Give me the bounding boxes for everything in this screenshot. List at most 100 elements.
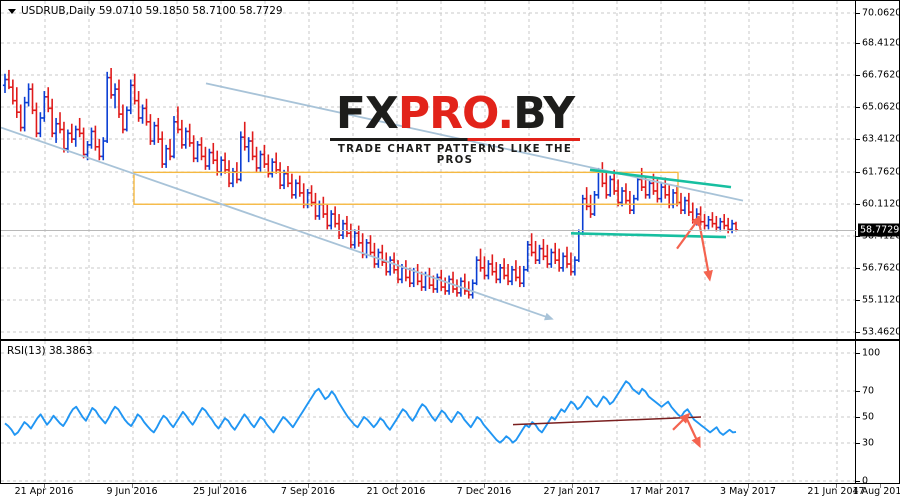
current-price-line xyxy=(1,229,856,231)
ohlc-bar xyxy=(517,265,522,288)
ohlc-bar xyxy=(329,210,334,230)
rsi-forecast-arrow-down xyxy=(685,416,701,449)
ohlc-bar xyxy=(160,131,165,168)
rsi-plot-area[interactable] xyxy=(1,341,856,483)
ohlc-bar xyxy=(474,256,479,286)
ohlc-bar xyxy=(372,242,377,268)
ohlc-bar xyxy=(572,256,577,276)
ohlc-bar xyxy=(105,71,110,143)
ohlc-bar xyxy=(627,190,632,215)
ohlc-bar xyxy=(419,271,424,291)
ohlc-bar xyxy=(38,112,43,138)
rsi-forecast-arrow-up xyxy=(672,412,691,431)
date-axis-tick xyxy=(572,484,573,488)
date-axis-label: 21 Oct 2016 xyxy=(366,486,426,497)
ohlc-bar xyxy=(490,254,495,276)
ohlc-bar xyxy=(588,194,593,218)
ohlc-bar xyxy=(97,139,102,161)
ohlc-bar xyxy=(352,229,357,249)
ohlc-bar xyxy=(10,79,15,105)
ohlc-bar xyxy=(250,131,255,161)
ohlc-bar xyxy=(486,260,491,280)
price-axis-tick xyxy=(856,139,860,140)
ohlc-bar xyxy=(356,225,361,247)
ohlc-bar xyxy=(553,242,558,265)
ohlc-bar xyxy=(505,264,511,286)
ohlc-bar xyxy=(77,117,82,138)
price-y-axis[interactable]: 70.0620 68.4120 66.7620 65.0620 63.4120 61.76… xyxy=(855,1,900,339)
ohlc-bar xyxy=(116,79,122,118)
ohlc-bar xyxy=(57,112,63,134)
date-axis-label: 7 Sep 2016 xyxy=(280,486,336,497)
ohlc-bar xyxy=(344,215,350,238)
date-axis-tick xyxy=(660,484,661,488)
date-axis-tick xyxy=(132,484,133,488)
ohlc-bar xyxy=(246,137,251,163)
date-axis-label: 3 May 2017 xyxy=(720,486,776,497)
ohlc-bar xyxy=(340,219,346,240)
ohlc-bar xyxy=(568,252,574,276)
ohlc-bar xyxy=(167,139,173,161)
ohlc-bar xyxy=(541,239,546,261)
ohlc-bar xyxy=(450,271,456,293)
rsi-annotations xyxy=(512,412,702,449)
ohlc-bar xyxy=(729,219,735,234)
ohlc-bar xyxy=(498,264,503,284)
price-axis-label: 53.4620 xyxy=(862,326,900,338)
ohlc-bar xyxy=(482,256,487,280)
rsi-axis-label: 30 xyxy=(862,437,875,449)
ohlc-bar xyxy=(702,214,707,230)
price-axis-label: 60.1120 xyxy=(862,198,900,210)
ohlc-bar xyxy=(109,67,114,99)
ohlc-bar xyxy=(18,104,23,132)
ohlc-bar xyxy=(274,152,279,174)
date-axis-tick xyxy=(44,484,45,488)
ohlc-bar xyxy=(686,192,691,216)
ohlc-bar xyxy=(152,121,157,145)
ohlc-bar xyxy=(623,183,629,205)
ohlc-bar xyxy=(14,87,19,118)
ohlc-bar xyxy=(533,240,538,265)
price-axis-tick xyxy=(856,43,860,44)
ohlc-bar xyxy=(144,98,149,126)
descending-channel-lower xyxy=(1,126,554,321)
wedge-lower-teal xyxy=(570,231,727,239)
price-plot-area[interactable] xyxy=(1,1,856,339)
ohlc-bar xyxy=(564,246,570,268)
ohlc-bar xyxy=(462,273,467,295)
ohlc-bar xyxy=(140,104,145,124)
ohlc-bar xyxy=(615,179,621,207)
price-axis-label: 56.7620 xyxy=(862,262,900,274)
ohlc-bar xyxy=(278,162,283,190)
rsi-y-axis[interactable]: 100 70 50 30 0 xyxy=(855,341,899,487)
ohlc-bar xyxy=(513,260,519,282)
ohlc-bar xyxy=(663,177,668,199)
ohlc-bar xyxy=(93,125,98,151)
ohlc-bar xyxy=(336,214,342,240)
ohlc-bar xyxy=(69,123,74,143)
ohlc-bar xyxy=(678,192,684,215)
symbol-dropdown-caret-icon[interactable] xyxy=(8,9,16,14)
ohlc-bar xyxy=(635,175,640,201)
ohlc-bar xyxy=(478,248,483,272)
price-axis-label: 61.7620 xyxy=(862,166,900,178)
ohlc-bar xyxy=(26,83,31,107)
rsi-axis-label: 50 xyxy=(862,411,875,423)
rsi-chart-panel: RSI(13) 38.3863 100 70 50 30 0 xyxy=(0,340,900,487)
ohlc-bar xyxy=(348,223,353,249)
ohlc-bar xyxy=(333,206,338,228)
rsi-axis-tick xyxy=(856,481,860,482)
ohlc-bar xyxy=(207,148,212,170)
ohlc-bar xyxy=(203,146,208,170)
price-axis-label: 63.4120 xyxy=(862,133,900,145)
ohlc-bar xyxy=(560,252,566,272)
ohlc-bar xyxy=(325,204,330,230)
ohlc-bar xyxy=(584,187,589,211)
ohlc-bar xyxy=(132,73,137,105)
ohlc-bar xyxy=(391,252,397,274)
resistance-rectangle xyxy=(133,171,679,205)
rsi-axis-label: 0 xyxy=(862,475,869,487)
wedge-upper-teal xyxy=(589,168,732,189)
ohlc-bar xyxy=(6,69,12,90)
ohlc-bar xyxy=(46,87,51,113)
